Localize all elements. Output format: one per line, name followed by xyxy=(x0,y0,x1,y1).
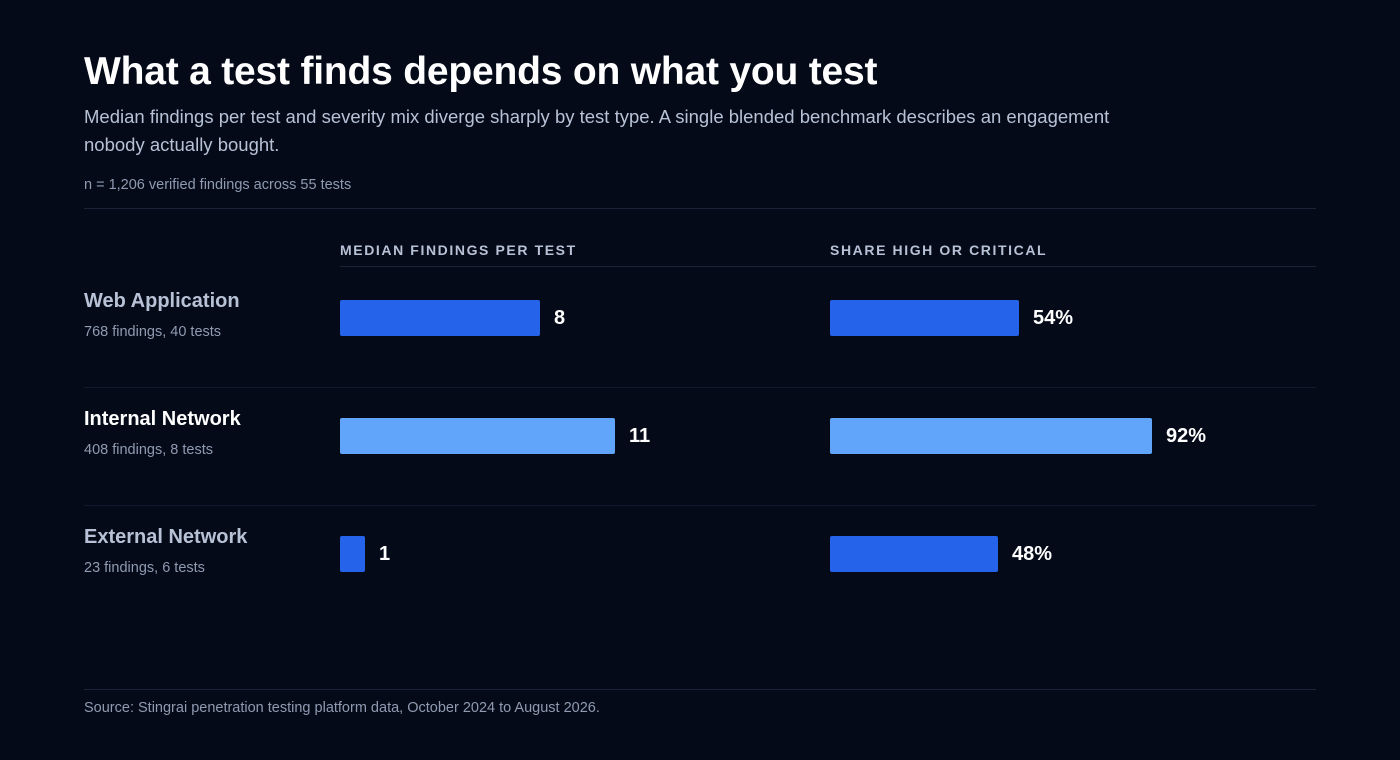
bar-high-critical-share xyxy=(830,536,998,572)
header-divider xyxy=(84,208,1316,209)
footer-divider xyxy=(84,689,1316,690)
row-divider xyxy=(84,505,1316,506)
column-header-high-critical-share: SHARE HIGH OR CRITICAL xyxy=(830,242,1048,258)
column-header-rule xyxy=(340,266,830,267)
data-label-median-findings: 8 xyxy=(554,307,566,329)
row-divider xyxy=(84,387,1316,388)
data-label-median-findings: 11 xyxy=(629,425,651,447)
bar-high-critical-share xyxy=(830,300,1019,336)
data-label-high-critical-share: 92% xyxy=(1166,425,1207,447)
column-header-rule xyxy=(830,266,1316,267)
category-note: 768 findings, 40 tests xyxy=(84,324,222,340)
data-label-median-findings: 1 xyxy=(379,543,391,565)
category-label: Web Application xyxy=(84,290,240,312)
bar-median-findings xyxy=(340,418,615,454)
sample-size-note: n = 1,206 verified findings across 55 te… xyxy=(84,177,352,193)
bar-median-findings xyxy=(340,536,365,572)
category-label: External Network xyxy=(84,526,248,548)
category-label: Internal Network xyxy=(84,408,241,430)
category-note: 408 findings, 8 tests xyxy=(84,442,213,458)
chart-subtitle: Median findings per test and severity mi… xyxy=(84,106,1110,155)
bar-median-findings xyxy=(340,300,540,336)
chart-title: What a test finds depends on what you te… xyxy=(84,50,878,93)
bar-high-critical-share xyxy=(830,418,1152,454)
data-label-high-critical-share: 48% xyxy=(1012,543,1053,565)
category-note: 23 findings, 6 tests xyxy=(84,560,205,576)
data-label-high-critical-share: 54% xyxy=(1033,307,1074,329)
source-note: Source: Stingrai penetration testing pla… xyxy=(84,700,600,716)
column-header-median-findings: MEDIAN FINDINGS PER TEST xyxy=(340,242,577,258)
